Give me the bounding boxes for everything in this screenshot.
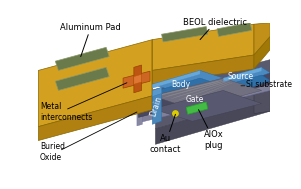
Text: AlOx
plug: AlOx plug — [199, 110, 224, 150]
Polygon shape — [152, 78, 262, 109]
Circle shape — [173, 111, 178, 116]
Text: BEOL dielectric: BEOL dielectric — [184, 18, 247, 40]
Polygon shape — [254, 23, 270, 55]
Polygon shape — [162, 26, 208, 42]
Polygon shape — [217, 23, 252, 36]
Polygon shape — [223, 67, 270, 84]
Text: Metal
interconnects: Metal interconnects — [40, 102, 92, 122]
Polygon shape — [254, 36, 270, 69]
Text: Drain: Drain — [149, 94, 164, 117]
Polygon shape — [223, 67, 262, 82]
Polygon shape — [138, 60, 270, 106]
Polygon shape — [138, 83, 270, 123]
Polygon shape — [152, 91, 162, 124]
Polygon shape — [39, 40, 152, 127]
Polygon shape — [155, 81, 270, 129]
Polygon shape — [186, 102, 208, 114]
Text: Gate: Gate — [185, 95, 204, 104]
Text: Aluminum Pad: Aluminum Pad — [61, 23, 121, 57]
Polygon shape — [152, 24, 254, 70]
Polygon shape — [138, 73, 270, 117]
Polygon shape — [55, 67, 109, 91]
Polygon shape — [223, 75, 270, 92]
Text: Body: Body — [171, 80, 191, 89]
Polygon shape — [134, 74, 141, 84]
Text: Si substrate: Si substrate — [246, 80, 292, 89]
Polygon shape — [138, 70, 270, 115]
Text: Source: Source — [227, 72, 253, 81]
Polygon shape — [152, 91, 262, 121]
Text: Buried
Oxide: Buried Oxide — [40, 142, 65, 162]
Polygon shape — [171, 81, 228, 99]
Polygon shape — [55, 47, 109, 70]
Polygon shape — [152, 70, 200, 88]
Polygon shape — [152, 78, 223, 100]
Polygon shape — [152, 55, 254, 84]
Polygon shape — [186, 83, 232, 101]
Text: Au
contact: Au contact — [150, 114, 181, 154]
Polygon shape — [39, 96, 152, 140]
Polygon shape — [152, 87, 162, 97]
Polygon shape — [134, 65, 141, 93]
Polygon shape — [123, 71, 150, 88]
Polygon shape — [254, 81, 270, 114]
Polygon shape — [155, 96, 270, 144]
Polygon shape — [152, 70, 223, 92]
Polygon shape — [137, 101, 142, 126]
Polygon shape — [163, 81, 225, 98]
Polygon shape — [155, 80, 223, 97]
Polygon shape — [178, 82, 230, 100]
